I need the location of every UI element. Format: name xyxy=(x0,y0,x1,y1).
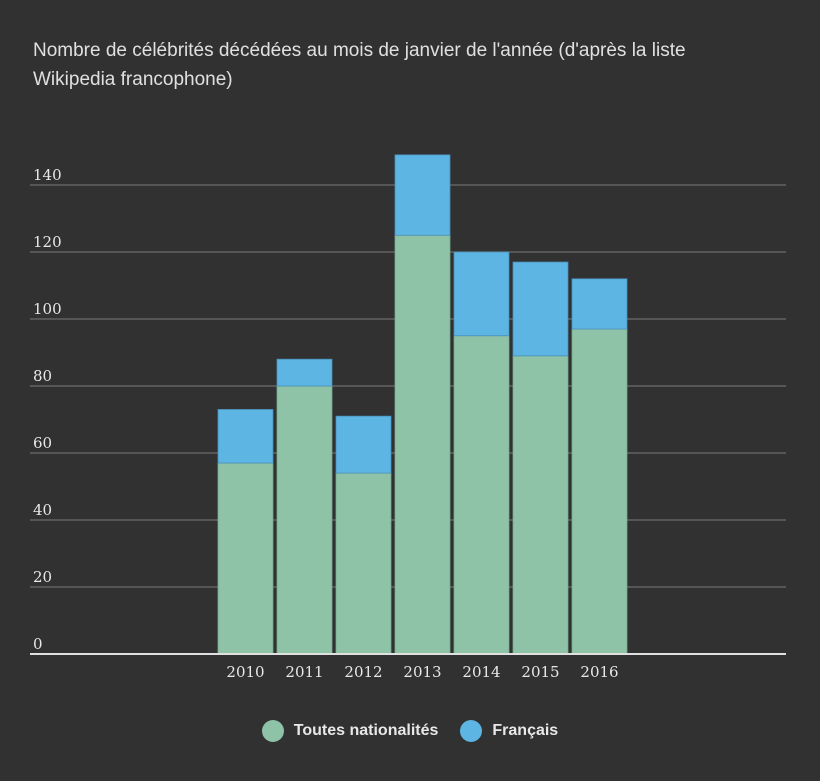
bar-toutes-2010 xyxy=(217,462,274,655)
y-tick-label: 100 xyxy=(33,300,62,318)
bar-francais-2014 xyxy=(453,251,510,337)
bar-toutes-2013 xyxy=(394,234,451,655)
x-tick-label: 2014 xyxy=(462,663,500,681)
legend-swatch-toutes xyxy=(261,720,284,742)
x-tick-label: 2015 xyxy=(521,663,559,681)
y-tick-label: 40 xyxy=(33,501,52,519)
bar-toutes-2014 xyxy=(453,335,510,655)
bar-francais-2011 xyxy=(276,358,333,387)
x-tick-label: 2013 xyxy=(403,663,441,681)
x-tick-label: 2010 xyxy=(226,663,264,681)
legend-item-francais[interactable]: Français xyxy=(460,720,558,742)
bar-toutes-2015 xyxy=(512,355,569,655)
bar-toutes-2012 xyxy=(335,472,392,655)
y-tick-label: 80 xyxy=(33,367,52,385)
bar-francais-2016 xyxy=(571,278,628,330)
legend-item-toutes[interactable]: Toutes nationalités xyxy=(261,720,439,742)
chart-title: Nombre de célébrités décédées au mois de… xyxy=(33,40,686,90)
x-tick-label: 2012 xyxy=(344,663,382,681)
y-tick-label: 60 xyxy=(33,434,52,452)
bar-francais-2012 xyxy=(335,415,392,474)
legend-label-toutes: Toutes nationalités xyxy=(293,722,439,739)
y-tick-label: 20 xyxy=(33,568,52,586)
bar-francais-2013 xyxy=(394,154,451,236)
y-tick-label: 120 xyxy=(33,233,62,251)
legend-label-francais: Français xyxy=(492,722,559,739)
bar-francais-2010 xyxy=(217,409,274,464)
bar-toutes-2011 xyxy=(276,385,333,655)
x-tick-label: 2011 xyxy=(285,663,323,681)
x-tick-label: 2016 xyxy=(580,663,618,681)
bar-francais-2015 xyxy=(512,261,569,357)
legend-swatch-francais xyxy=(460,720,483,742)
y-tick-label: 0 xyxy=(33,635,43,653)
y-tick-label: 140 xyxy=(33,166,62,184)
bar-toutes-2016 xyxy=(571,328,628,655)
legend: Toutes nationalités Français xyxy=(0,720,820,742)
